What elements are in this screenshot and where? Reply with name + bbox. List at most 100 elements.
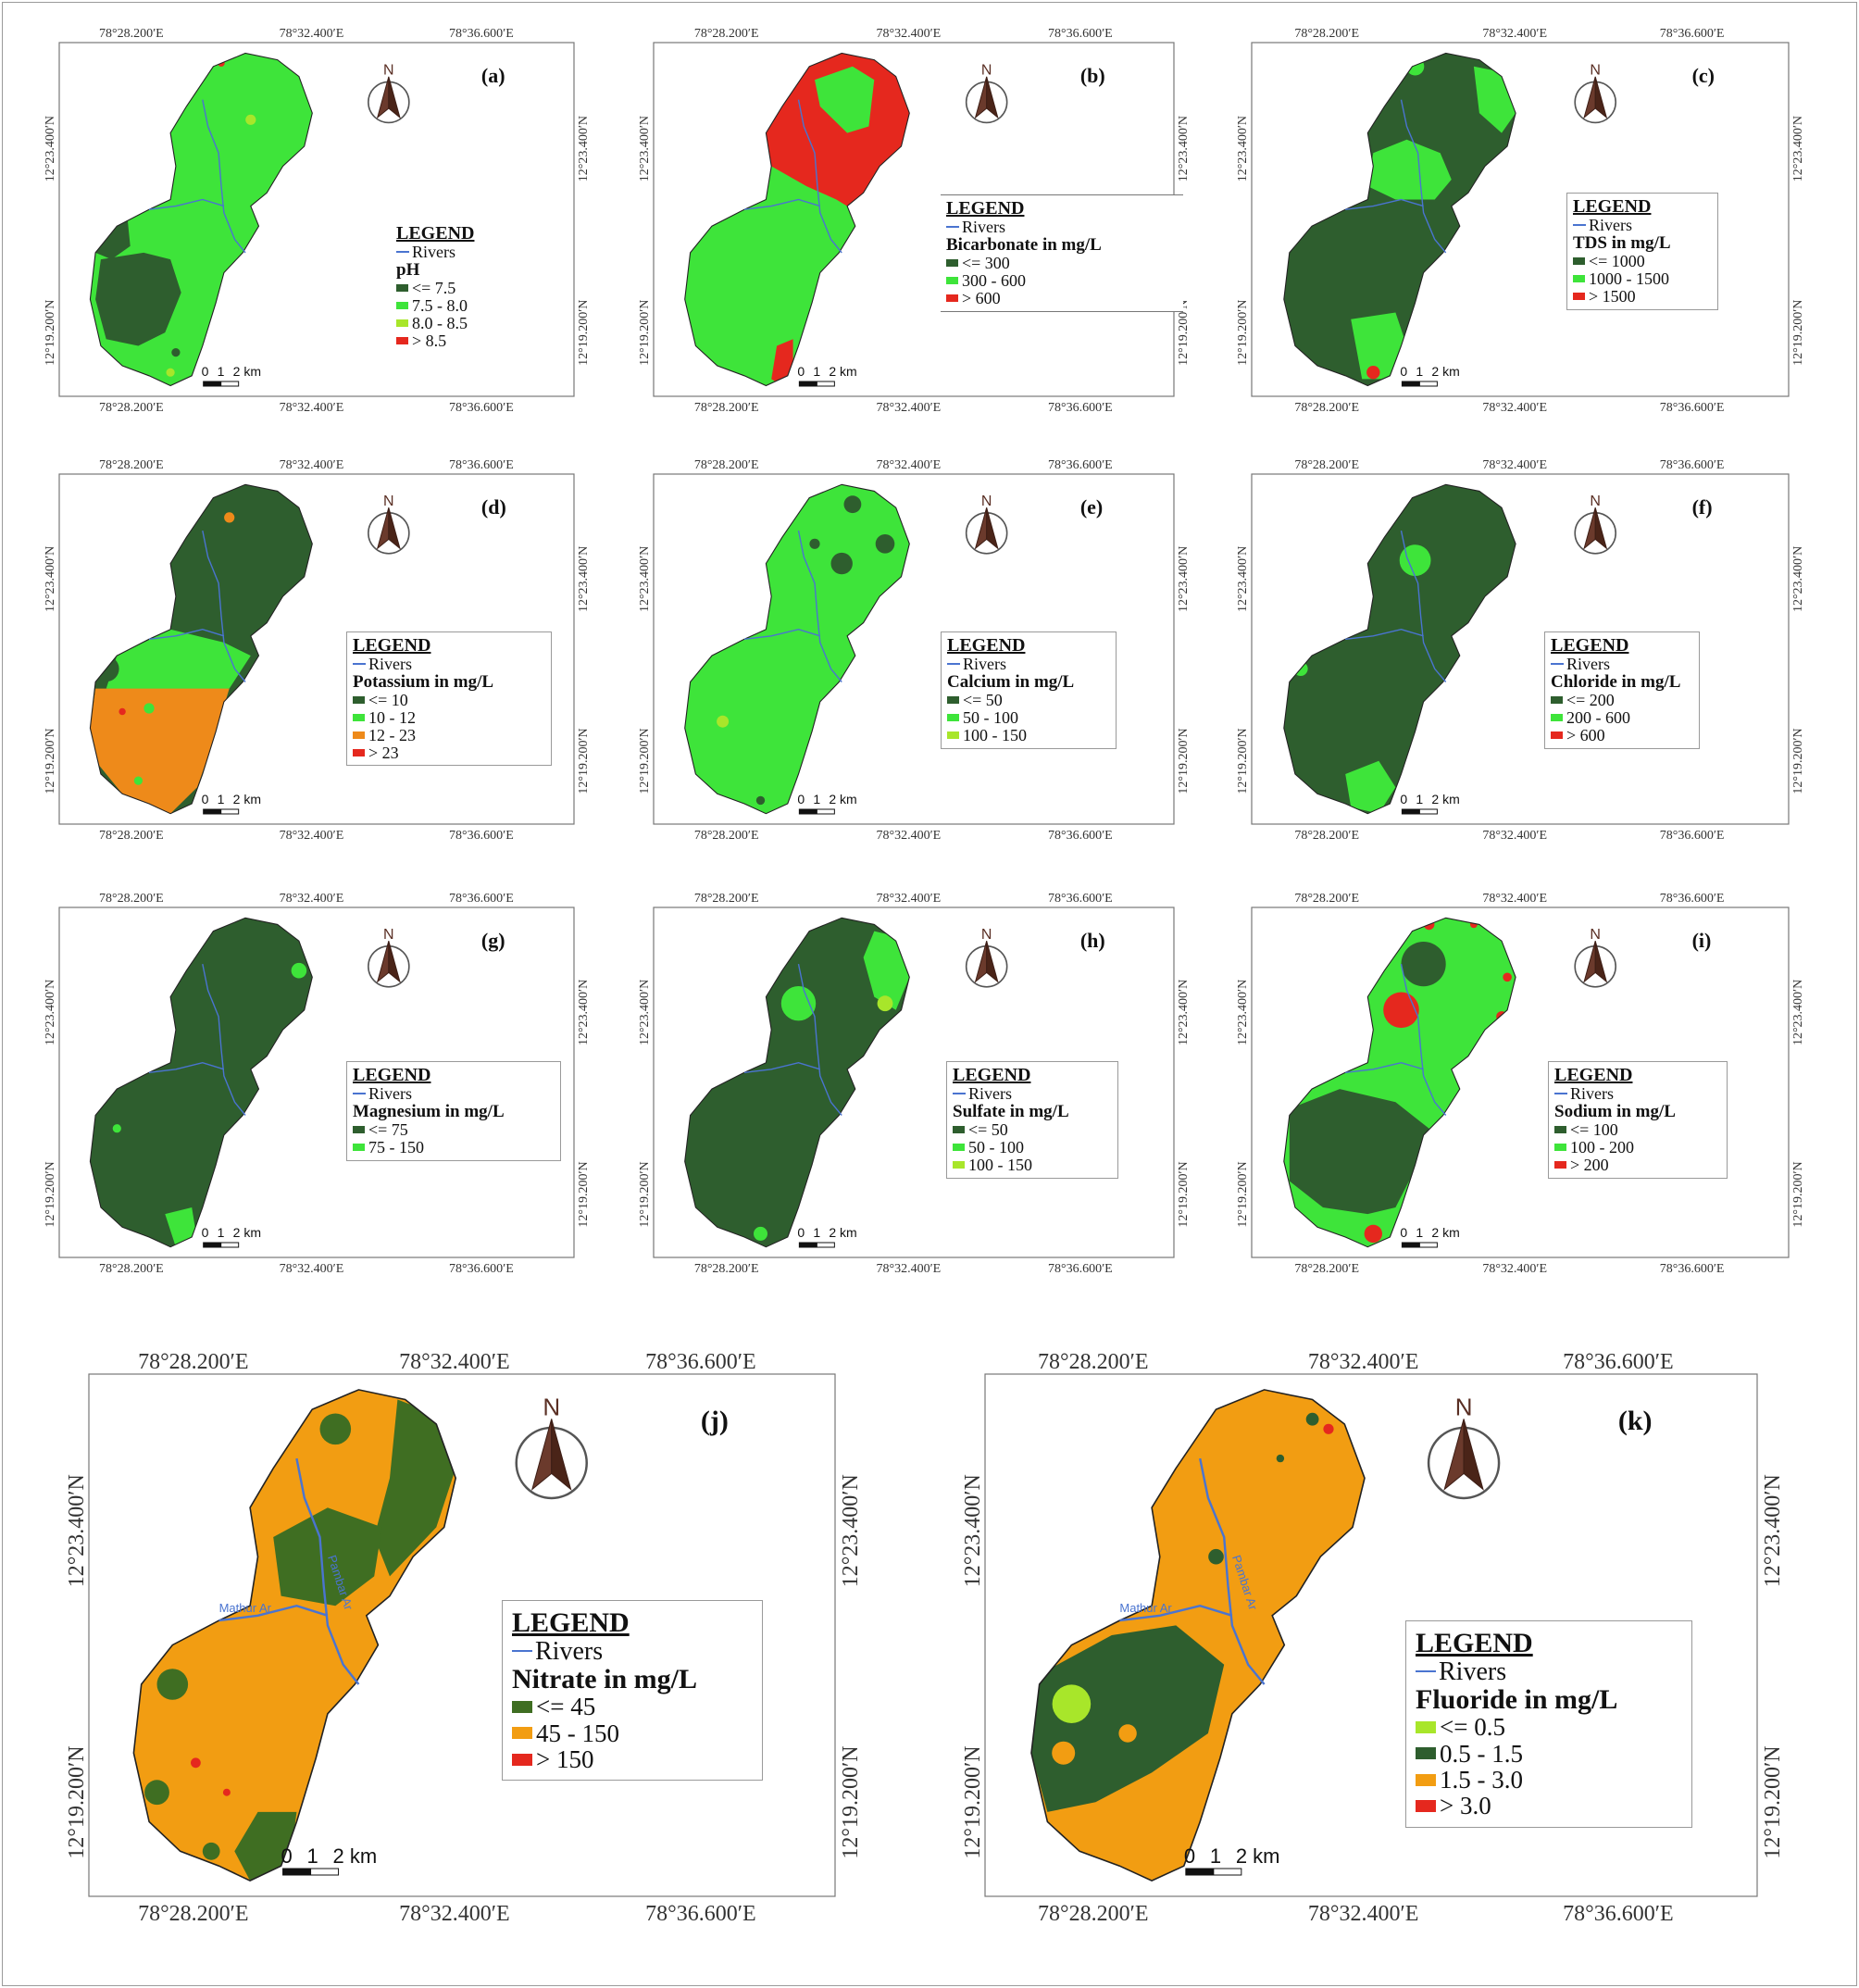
- legend-swatch: [353, 1144, 365, 1152]
- north-label: N: [981, 494, 992, 509]
- scale-zero: 0: [797, 364, 805, 379]
- scale-zero: 0: [1400, 364, 1407, 379]
- lat-label-right: 12°23.400′N: [1791, 980, 1805, 1045]
- river-line-icon: [353, 1093, 366, 1095]
- map-panel-e: 78°28.200′E 78°28.200′E 78°32.400′E 78°32.4…: [635, 454, 1192, 846]
- legend-class-label: > 600: [1566, 725, 1605, 744]
- legend-class-label: <= 100: [1570, 1119, 1618, 1139]
- zone-patch: [771, 339, 793, 386]
- legend-swatch: [946, 259, 958, 268]
- map-svg-f: 78°28.200′E 78°28.200′E 78°32.400′E 78°32.4…: [1236, 458, 1805, 843]
- legend-class-label: <= 75: [368, 1119, 408, 1139]
- lat-label-left: 12°23.400′N: [638, 980, 652, 1045]
- legend-class-row: 12 - 23: [353, 726, 545, 744]
- legend-class-row: <= 50: [947, 691, 1110, 709]
- zone-patch: [1503, 972, 1512, 982]
- legend-title: LEGEND: [1551, 635, 1629, 656]
- legend-class-row: 100 - 150: [953, 1156, 1112, 1174]
- legend-a: LEGEND Rivers pH <= 7.5 7.5 - 8.0 8.0 - 8.5 > …: [391, 220, 507, 354]
- scale-one: 1: [813, 792, 820, 806]
- legend-rivers-row: Rivers: [353, 656, 545, 673]
- legend-parameter: Chloride in mg/L: [1551, 671, 1681, 692]
- watershed-boundary: [132, 1389, 457, 1882]
- zone-patch: [1399, 544, 1431, 576]
- legend-rivers-row: Rivers: [1551, 656, 1693, 673]
- lon-label-bottom: 78°36.600′E: [449, 829, 514, 843]
- legend-class-label: 50 - 100: [963, 707, 1018, 727]
- watershed-boundary: [89, 52, 313, 387]
- legend-class-row: <= 75: [353, 1119, 555, 1139]
- legend-swatch: [947, 731, 959, 740]
- river-line: [1345, 198, 1424, 210]
- lon-label-bottom: 78°36.600′E: [1048, 401, 1113, 415]
- zone-patch: [112, 1124, 121, 1133]
- legend-swatch: [1573, 257, 1585, 266]
- legend-h: LEGEND Rivers Sulfate in mg/L <= 50 50 - 100…: [946, 1061, 1118, 1179]
- legend-class-label: > 150: [536, 1745, 594, 1774]
- north-arrow-icon: N: [1574, 927, 1617, 988]
- north-label: N: [383, 927, 394, 943]
- river-line-icon: [947, 663, 960, 666]
- zone-patch: [1208, 1548, 1224, 1565]
- north-arrow-icon: N: [965, 63, 1008, 124]
- north-arrow-icon: N: [1574, 63, 1617, 124]
- scale-one: 1: [813, 364, 820, 379]
- legend-class-label: 10 - 12: [368, 707, 416, 727]
- lat-label-right: 12°23.400′N: [1791, 546, 1805, 612]
- river-line-icon: [1573, 224, 1586, 227]
- scale-zero: 0: [797, 792, 805, 806]
- north-arrow-icon: N: [515, 1394, 588, 1500]
- lon-label-top: 78°32.400′E: [877, 458, 942, 472]
- legend-parameter: Potassium in mg/L: [353, 671, 494, 692]
- zone-patch: [273, 1507, 382, 1607]
- lon-label-bottom: 78°36.600′E: [1660, 829, 1725, 843]
- north-label: N: [383, 63, 394, 79]
- lon-label-bottom: 78°32.400′E: [280, 1262, 344, 1276]
- legend-title: LEGEND: [396, 223, 475, 244]
- legend-k: LEGEND Rivers Fluoride in mg/L <= 0.5 0.5 - …: [1405, 1620, 1692, 1828]
- river-line: [1119, 1604, 1233, 1622]
- lon-label-bottom: 78°32.400′E: [1482, 1262, 1547, 1276]
- legend-swatch: [947, 714, 959, 722]
- panel-label: (h): [1079, 928, 1105, 952]
- legend-title: LEGEND: [946, 198, 1025, 219]
- lat-label-left: 12°23.400′N: [638, 546, 652, 612]
- legend-parameter: Bicarbonate in mg/L: [946, 234, 1102, 255]
- scale-one: 1: [1416, 364, 1423, 379]
- river-line-icon: [1554, 1093, 1567, 1095]
- watershed-boundary: [1283, 52, 1516, 387]
- panel-label: (j): [700, 1405, 729, 1436]
- legend-c: LEGEND Rivers TDS in mg/L <= 1000 1000 - 150…: [1566, 193, 1718, 310]
- legend-title: LEGEND: [353, 1065, 431, 1085]
- lon-label-top: 78°28.200′E: [1038, 1350, 1149, 1374]
- river-name-mathur: Mathur Ar: [1119, 1601, 1172, 1615]
- lon-label-top: 78°28.200′E: [694, 27, 759, 41]
- lat-label-left: 12°23.400′N: [1236, 116, 1250, 181]
- legend-swatch: [396, 284, 408, 293]
- legend-class-label: 8.0 - 8.5: [412, 313, 468, 332]
- lon-label-top: 78°32.400′E: [280, 892, 344, 906]
- lon-label-bottom: 78°36.600′E: [645, 1902, 756, 1926]
- scale-two: 2 km: [1236, 1844, 1280, 1868]
- map-svg-g: 78°28.200′E 78°28.200′E 78°32.400′E 78°32.4…: [44, 892, 591, 1276]
- lat-label-right: 12°23.400′N: [1177, 980, 1191, 1045]
- lon-label-top: 78°32.400′E: [1482, 892, 1547, 906]
- legend-class-label: 100 - 150: [963, 725, 1027, 744]
- legend-class-label: 1.5 - 3.0: [1440, 1766, 1523, 1794]
- river-line: [202, 963, 246, 1116]
- scale-zero: 0: [1400, 792, 1407, 806]
- legend-rivers-label: Rivers: [1570, 1084, 1614, 1103]
- legend-swatch: [1416, 1747, 1436, 1760]
- panel-label: (e): [1079, 494, 1104, 519]
- lon-label-top: 78°32.400′E: [877, 892, 942, 906]
- legend-class-label: 7.5 - 8.0: [412, 295, 468, 315]
- legend-class-label: 50 - 100: [968, 1137, 1024, 1157]
- river-line: [202, 530, 246, 682]
- legend-title: LEGEND: [512, 1607, 630, 1638]
- legend-f: LEGEND Rivers Chloride in mg/L <= 200 200 - …: [1544, 631, 1700, 749]
- lon-label-top: 78°36.600′E: [1048, 458, 1113, 472]
- river-line: [1345, 1061, 1424, 1073]
